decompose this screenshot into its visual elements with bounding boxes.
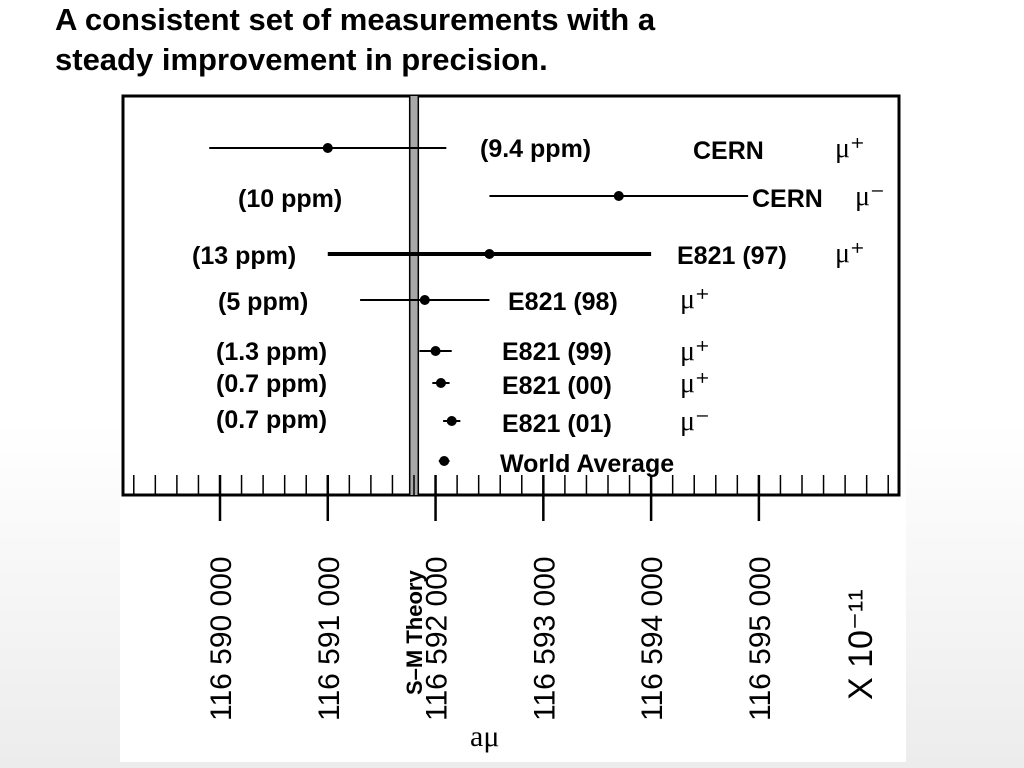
precision-label: (13 ppm) [192,242,296,270]
precision-label: (9.4 ppm) [480,135,591,163]
axis-labels-layer: X 10⁻¹¹ aμ S–M Theory [402,570,880,753]
charge-label: μ⁺ [835,238,865,269]
precision-label: (0.7 ppm) [216,406,327,434]
charge-label: μ⁻ [855,181,885,212]
data-point [446,416,457,426]
experiment-label: E821 (99) [502,338,612,366]
labels-layer: (9.4 ppm) CERN μ⁺ (10 ppm) CERN μ⁻ (13 ppm) E82… [192,133,885,478]
x-tick-label: 116 591 000 [313,556,346,721]
precision-label: (10 ppm) [238,185,342,213]
ticks-layer: 116 590 000 116 591 000 116 592 000 116 593… [133,475,889,721]
data-point [322,143,333,153]
precision-label: (1.3 ppm) [216,338,327,366]
precision-label: (0.7 ppm) [216,370,327,398]
x-multiplier-label: X 10⁻¹¹ [842,589,880,700]
charge-label: μ⁻ [680,406,710,437]
chart-figure: 116 590 000 116 591 000 116 592 000 116 593… [120,94,906,762]
experiment-label: E821 (98) [508,288,618,316]
data-layer [209,143,749,466]
experiment-label: E821 (01) [502,410,612,438]
data-point [435,378,446,388]
chart-svg: 116 590 000 116 591 000 116 592 000 116 593… [121,94,901,753]
experiment-label: World Average [500,450,674,478]
precision-label: (5 ppm) [218,288,308,316]
x-axis-label: aμ [470,720,499,753]
experiment-label: CERN [752,185,823,213]
x-tick-label: 116 592 000 [421,556,454,721]
theory-label: S–M Theory [402,570,427,695]
plot-frame [121,94,901,497]
data-point [484,249,495,259]
experiment-label: E821 (00) [502,372,612,400]
data-point [430,346,441,356]
data-point [419,295,430,305]
title-line-2: steady improvement in precision. [55,42,548,77]
slide-title: A consistent set of measurements with a … [55,0,955,80]
x-tick-label: 116 590 000 [205,556,238,721]
data-point [439,456,450,466]
x-tick-label: 116 594 000 [636,556,669,721]
data-point [613,191,624,201]
charge-label: μ⁺ [680,368,710,399]
experiment-label: CERN [693,137,764,165]
title-line-1: A consistent set of measurements with a [55,2,656,37]
charge-label: μ⁺ [680,284,710,315]
charge-label: μ⁺ [680,336,710,367]
experiment-label: E821 (97) [677,242,787,270]
x-tick-label: 116 593 000 [528,556,561,721]
theory-layer [408,96,420,495]
charge-label: μ⁺ [835,133,865,164]
theory-band [409,96,419,495]
x-tick-label: 116 595 000 [744,556,777,721]
